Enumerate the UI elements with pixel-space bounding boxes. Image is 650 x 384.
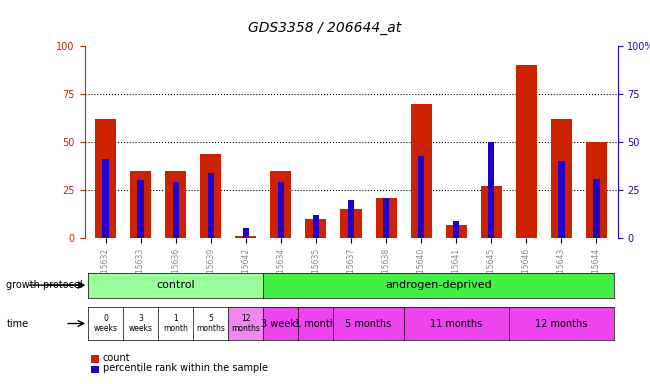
Text: 11 months: 11 months (430, 318, 482, 329)
Bar (313, 215, 319, 238)
Text: 1
month: 1 month (163, 314, 188, 333)
Bar (558, 161, 565, 238)
Bar (446, 225, 467, 238)
Bar (488, 142, 495, 238)
Text: 3 weeks: 3 weeks (261, 318, 301, 329)
Bar (137, 180, 144, 238)
Bar (481, 186, 502, 238)
Text: time: time (6, 318, 29, 329)
Text: 12 months: 12 months (535, 318, 588, 329)
Bar (341, 209, 361, 238)
Bar (586, 142, 607, 238)
Text: GDS3358 / 206644_at: GDS3358 / 206644_at (248, 21, 402, 35)
Text: count: count (103, 353, 130, 363)
Bar (551, 119, 572, 238)
Bar (376, 198, 396, 238)
Bar (165, 171, 186, 238)
Bar (95, 119, 116, 238)
Text: 0
weeks: 0 weeks (94, 314, 118, 333)
Bar (270, 171, 291, 238)
Bar (207, 173, 214, 238)
Bar (200, 154, 221, 238)
Bar (242, 228, 249, 238)
Bar (103, 159, 109, 238)
Bar (411, 104, 432, 238)
Bar (593, 179, 599, 238)
Text: androgen-deprived: androgen-deprived (385, 280, 492, 290)
Bar (278, 182, 284, 238)
Bar (235, 236, 256, 238)
Bar (348, 200, 354, 238)
Text: 12
months: 12 months (231, 314, 260, 333)
Bar (453, 221, 460, 238)
Text: 5
months: 5 months (196, 314, 225, 333)
Bar (383, 198, 389, 238)
Bar (172, 182, 179, 238)
Bar (516, 65, 537, 238)
Text: 3
weeks: 3 weeks (129, 314, 153, 333)
Text: 1 month: 1 month (296, 318, 337, 329)
Bar (418, 156, 424, 238)
Text: growth protocol: growth protocol (6, 280, 83, 290)
Text: percentile rank within the sample: percentile rank within the sample (103, 363, 268, 373)
Text: 5 months: 5 months (345, 318, 392, 329)
Text: control: control (157, 280, 195, 290)
Bar (306, 219, 326, 238)
Bar (130, 171, 151, 238)
